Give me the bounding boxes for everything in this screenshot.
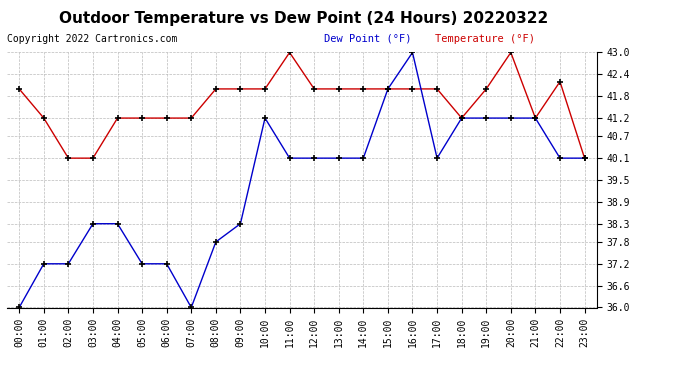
Text: Dew Point (°F): Dew Point (°F) xyxy=(324,34,412,44)
Text: Temperature (°F): Temperature (°F) xyxy=(435,34,535,44)
Text: Copyright 2022 Cartronics.com: Copyright 2022 Cartronics.com xyxy=(7,34,177,44)
Text: Outdoor Temperature vs Dew Point (24 Hours) 20220322: Outdoor Temperature vs Dew Point (24 Hou… xyxy=(59,11,549,26)
